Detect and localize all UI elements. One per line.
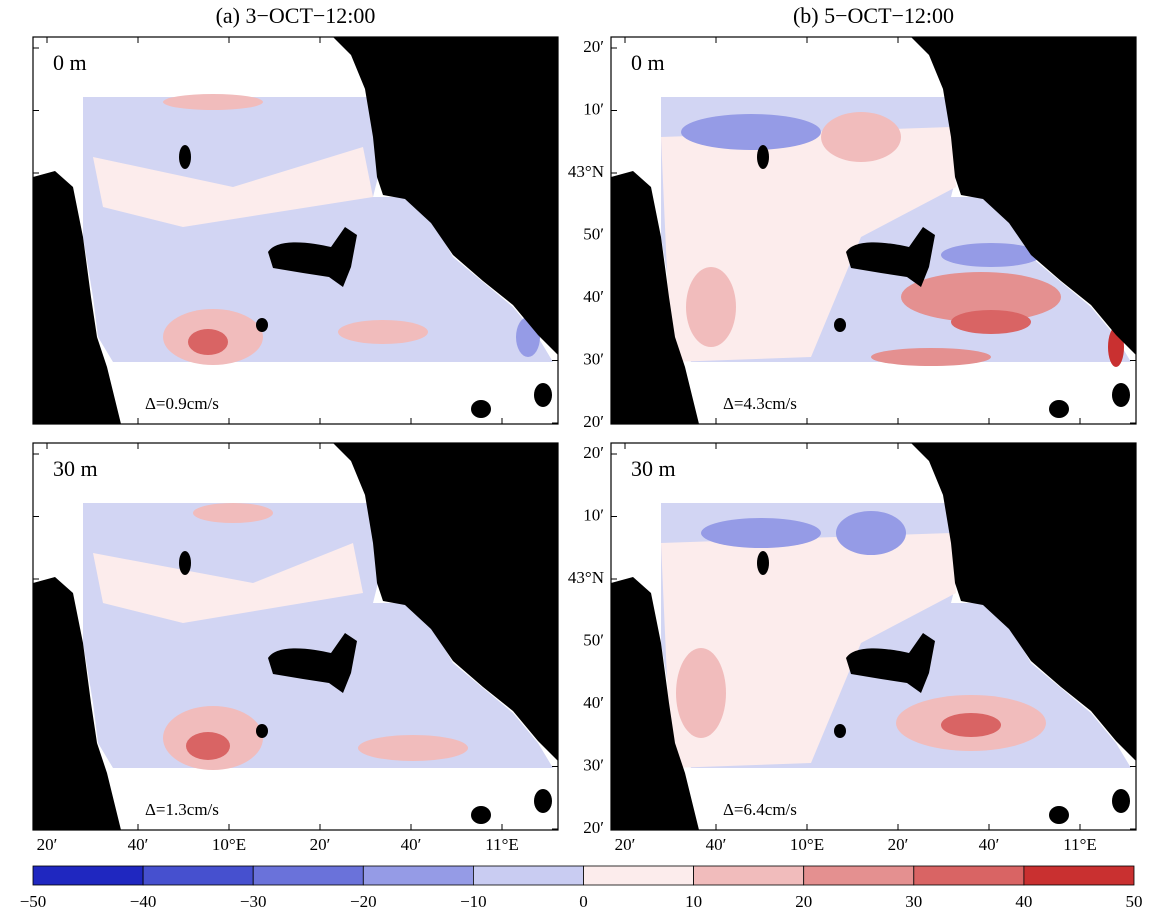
colorbar-segment: [1023, 865, 1135, 886]
lat-label: 50′: [583, 224, 604, 243]
lat-label: 43°N: [568, 568, 604, 587]
lat-label: 10′: [583, 99, 604, 118]
lat-label: 20′: [583, 412, 604, 431]
map-panel: [611, 37, 1136, 424]
colorbar-segment: [913, 865, 1025, 886]
colorbar-segment: [142, 865, 254, 886]
depth-label: 30 m: [53, 456, 98, 481]
colorbar-segment: [362, 865, 474, 886]
depth-label: 0 m: [53, 50, 87, 75]
lat-label: 40′: [583, 693, 604, 712]
lon-label: 11°E: [485, 835, 519, 854]
panel-title: (b) 5−OCT−12:00: [793, 3, 954, 28]
colorbar-tick-label: −50: [20, 892, 47, 911]
panel-frame: [32, 442, 559, 831]
colorbar-tick-label: 30: [905, 892, 922, 911]
lat-label: 40′: [583, 287, 604, 306]
colorbar-tick-label: −20: [350, 892, 377, 911]
lon-label: 11°E: [1063, 835, 1097, 854]
delta-label: Δ=4.3cm/s: [723, 394, 797, 413]
delta-label: Δ=6.4cm/s: [723, 800, 797, 819]
colorbar-segment: [252, 865, 364, 886]
frames: [32, 36, 1137, 831]
lon-label: 40′: [128, 835, 149, 854]
lon-label: 10°E: [212, 835, 246, 854]
colorbar-segment: [583, 865, 694, 886]
lon-label: 20′: [37, 835, 58, 854]
colorbar-tick-label: −30: [240, 892, 267, 911]
lat-label: 20′: [583, 818, 604, 837]
lat-label: 30′: [583, 349, 604, 368]
colorbar-tick-label: −10: [460, 892, 487, 911]
lon-label: 20′: [615, 835, 636, 854]
colorbar-tick-label: 10: [685, 892, 702, 911]
colorbar-tick-label: 50: [1126, 892, 1143, 911]
colorbar-segment: [693, 865, 805, 886]
lat-label: 20′: [583, 443, 604, 462]
map-panel: [611, 443, 1136, 830]
panel-frame: [32, 36, 559, 425]
delta-label: Δ=1.3cm/s: [145, 800, 219, 819]
depth-label: 0 m: [631, 50, 665, 75]
depth-label: 30 m: [631, 456, 676, 481]
panel-title: (a) 3−OCT−12:00: [216, 3, 376, 28]
lon-label: 10°E: [790, 835, 824, 854]
colorbar-tick-label: 0: [579, 892, 588, 911]
colorbar-segment: [32, 865, 144, 886]
map-panel: [33, 37, 558, 424]
lon-label: 40′: [979, 835, 1000, 854]
lat-label: 20′: [583, 37, 604, 56]
lon-label: 20′: [310, 835, 331, 854]
lon-label: 40′: [706, 835, 727, 854]
colorbar-tick-label: −40: [130, 892, 157, 911]
lat-label: 10′: [583, 505, 604, 524]
lat-label: 43°N: [568, 162, 604, 181]
lat-label: 30′: [583, 755, 604, 774]
lat-label: 50′: [583, 630, 604, 649]
lon-label: 20′: [888, 835, 909, 854]
map-panel: [33, 443, 558, 830]
colorbar-segment: [803, 865, 915, 886]
panel-frame: [610, 36, 1137, 425]
colorbar-tick-label: 40: [1015, 892, 1032, 911]
panel-frame: [610, 442, 1137, 831]
colorbar-tick-label: 20: [795, 892, 812, 911]
lon-label: 40′: [401, 835, 422, 854]
colorbar-segment: [472, 865, 584, 886]
delta-label: Δ=0.9cm/s: [145, 394, 219, 413]
